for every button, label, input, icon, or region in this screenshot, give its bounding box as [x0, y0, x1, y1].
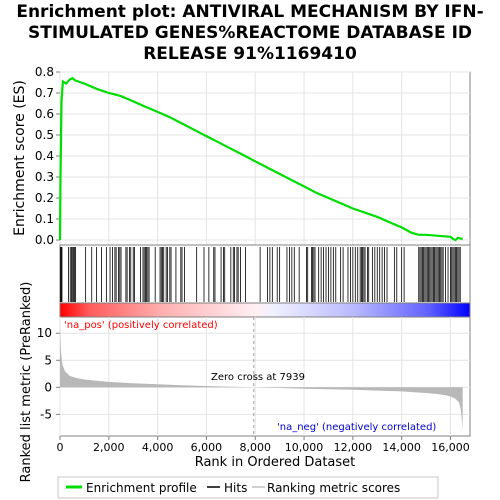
x-tick-label: 10,000: [285, 441, 324, 454]
x-tick-label: 8,000: [239, 441, 271, 454]
rank-y-tick-label: 10: [37, 326, 52, 340]
es-y-tick-label: 0.6: [35, 107, 54, 121]
hits-area: [59, 244, 471, 304]
x-tick-label: 16,000: [431, 441, 470, 454]
hit-lines: [60, 247, 461, 302]
chart-title-line-2: STIMULATED GENES%REACTOME DATABASE ID: [27, 23, 473, 43]
rank-y-label: Ranked list metric (PreRanked): [19, 282, 34, 483]
rank-y-tick-label: 0: [44, 380, 52, 394]
es-y-label: Enrichment score (ES): [12, 80, 28, 236]
negative-correlation-label: 'na_neg' (negatively correlated): [277, 422, 436, 433]
es-line: [58, 77, 463, 242]
x-tick-label: 2,000: [93, 441, 125, 454]
legend: Enrichment profile Hits Ranking metric s…: [57, 476, 439, 499]
es-y-tick-label: 0.2: [35, 191, 54, 205]
es-y-tick-label: 0.8: [35, 65, 54, 79]
rank-y-tick-label: 5: [44, 353, 52, 367]
x-ticks: 0 2,000 4,000 6,000 8,000 10,000 12,000 14,000 1…: [57, 436, 470, 454]
x-axis-label: Rank in Ordered Dataset: [195, 455, 356, 470]
x-tick-label: 0: [57, 441, 64, 454]
es-y-tick-label: 0.7: [35, 86, 54, 100]
legend-hits-label: Hits: [224, 481, 247, 495]
legend-box: [57, 476, 439, 499]
zero-cross-label: Zero cross at 7939: [211, 372, 305, 383]
chart-title-line-3: RELEASE 91%1169410: [143, 44, 357, 64]
rank-y-tick-label: -5: [40, 407, 52, 421]
x-tick-label: 4,000: [142, 441, 174, 454]
es-y-tick-label: 0.3: [35, 170, 54, 184]
rank-y-ticks: -5 0 5 10: [37, 326, 60, 421]
chart-title: Enrichment plot: ANTIVIRAL MECHANISM BY …: [0, 2, 500, 65]
ranking-color-bar: [59, 302, 471, 318]
x-tick-label: 6,000: [191, 441, 223, 454]
legend-es-label: Enrichment profile: [86, 481, 197, 495]
es-grid: [59, 71, 470, 245]
es-y-tick-label: 0.0: [35, 233, 54, 247]
x-tick-label: 14,000: [382, 441, 421, 454]
hits-panel: [59, 244, 471, 304]
es-y-tick-label: 0.5: [35, 128, 54, 142]
es-panel: 0.0 0.1 0.2 0.3 0.4 0.5 0.6 0.7 0.8 Enrichment s…: [12, 65, 471, 247]
x-tick-label: 12,000: [334, 441, 373, 454]
positive-correlation-label: 'na_pos' (positively correlated): [64, 320, 218, 331]
es-y-tick-label: 0.4: [35, 149, 54, 163]
es-y-tick-label: 0.1: [35, 212, 54, 226]
chart-title-line-1: Enrichment plot: ANTIVIRAL MECHANISM BY …: [16, 2, 484, 22]
es-y-ticks: 0.0 0.1 0.2 0.3 0.4 0.5 0.6 0.7 0.8: [35, 65, 60, 247]
legend-metric-label: Ranking metric scores: [267, 481, 400, 495]
